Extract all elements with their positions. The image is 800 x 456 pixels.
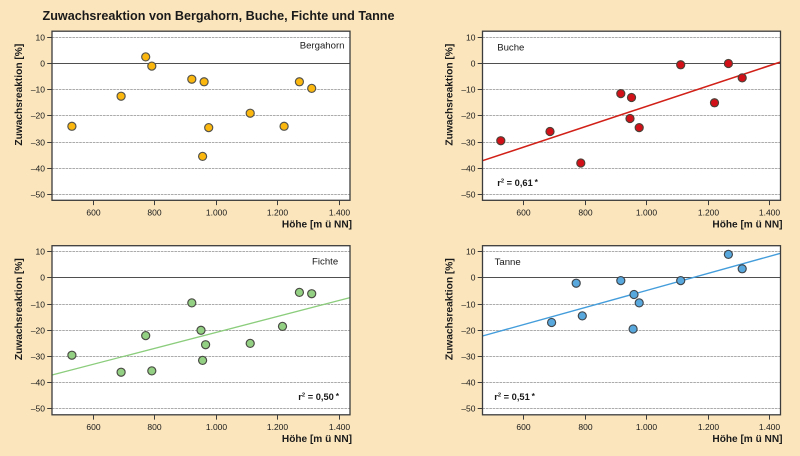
svg-text:1.000: 1.000 [636,422,658,432]
svg-text:–30: –30 [31,137,45,147]
svg-text:Höhe [m ü NN]: Höhe [m ü NN] [282,220,352,231]
svg-text:Zuwachsreaktion [%]: Zuwachsreaktion [%] [14,44,25,146]
svg-text:0: 0 [471,58,476,68]
svg-text:1.200: 1.200 [698,422,720,432]
svg-text:1.000: 1.000 [206,422,228,432]
svg-text:Zuwachsreaktion [%]: Zuwachsreaktion [%] [445,258,456,360]
svg-text:1.400: 1.400 [759,208,781,218]
svg-text:1.400: 1.400 [329,422,351,432]
svg-text:10: 10 [466,246,476,256]
svg-text:Bergahorn: Bergahorn [300,41,345,52]
svg-text:800: 800 [578,422,592,432]
svg-text:1.400: 1.400 [759,422,781,432]
svg-text:Höhe [m ü NN]: Höhe [m ü NN] [712,220,782,231]
svg-text:600: 600 [86,208,100,218]
svg-text:–50: –50 [31,189,45,199]
svg-text:–30: –30 [461,351,475,361]
svg-text:–40: –40 [31,163,45,173]
svg-text:1.000: 1.000 [206,208,228,218]
svg-text:800: 800 [578,208,592,218]
svg-text:r2 = 0,50 *: r2 = 0,50 * [298,391,339,402]
svg-text:10: 10 [36,246,46,256]
svg-text:–40: –40 [461,377,475,387]
svg-text:10: 10 [466,32,476,42]
svg-text:–20: –20 [461,110,475,120]
svg-text:0: 0 [471,272,476,282]
svg-text:0: 0 [40,58,45,68]
svg-text:1.000: 1.000 [636,208,658,218]
svg-text:–10: –10 [31,84,45,94]
svg-text:r2 = 0,51 *: r2 = 0,51 * [494,391,535,402]
svg-text:0: 0 [40,272,45,282]
svg-text:–20: –20 [461,325,475,335]
svg-text:600: 600 [516,208,530,218]
svg-text:600: 600 [86,422,100,432]
svg-text:Fichte: Fichte [312,257,338,268]
svg-text:–40: –40 [31,377,45,387]
svg-text:Zuwachsreaktion von Bergahorn,: Zuwachsreaktion von Bergahorn, Buche, Fi… [43,8,395,23]
svg-text:1.400: 1.400 [329,208,351,218]
svg-text:Höhe [m ü NN]: Höhe [m ü NN] [712,434,782,445]
svg-text:r2 = 0,61 *: r2 = 0,61 * [497,177,538,188]
svg-text:–40: –40 [461,163,475,173]
svg-text:–30: –30 [31,351,45,361]
svg-text:10: 10 [36,32,46,42]
svg-text:1.200: 1.200 [267,208,289,218]
svg-text:–10: –10 [461,299,475,309]
svg-text:–10: –10 [31,299,45,309]
svg-text:1.200: 1.200 [267,422,289,432]
svg-text:Höhe [m ü NN]: Höhe [m ü NN] [282,434,352,445]
svg-text:–50: –50 [31,403,45,413]
svg-text:Tanne: Tanne [495,257,521,268]
svg-text:800: 800 [147,208,161,218]
svg-text:–30: –30 [461,137,475,147]
svg-text:800: 800 [147,422,161,432]
svg-text:Buche: Buche [497,43,524,54]
svg-text:–50: –50 [461,189,475,199]
svg-text:–20: –20 [31,325,45,335]
svg-text:–10: –10 [461,84,475,94]
svg-text:600: 600 [516,422,530,432]
svg-text:1.200: 1.200 [698,208,720,218]
svg-text:Zuwachsreaktion [%]: Zuwachsreaktion [%] [445,44,456,146]
svg-text:Zuwachsreaktion [%]: Zuwachsreaktion [%] [14,258,25,360]
svg-text:–20: –20 [31,110,45,120]
svg-text:–50: –50 [461,403,475,413]
